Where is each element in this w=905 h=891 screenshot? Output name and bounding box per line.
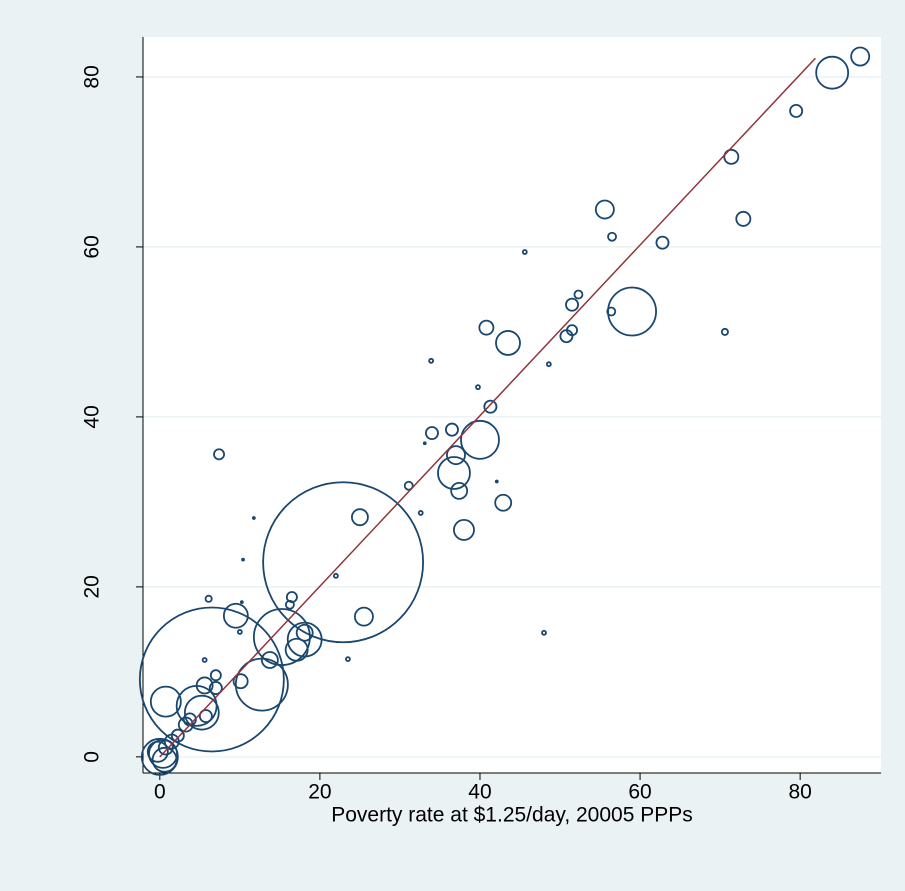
bubble [260,651,279,669]
bubble [565,297,579,312]
bubble [607,231,617,242]
bubble [494,479,499,484]
bubble [720,327,729,336]
bubble [422,441,427,446]
bubble [475,384,481,391]
bubble [208,681,223,695]
bubble [333,572,339,579]
bubble [450,481,469,500]
bubble [146,740,169,763]
bubble [183,694,220,731]
bubble [545,361,552,368]
bubble [204,594,213,603]
y-tick-label: 40 [81,405,104,428]
bubble [735,210,752,227]
x-tick-label: 0 [154,781,166,804]
bubble [437,456,471,490]
bubble [521,249,528,255]
x-tick-label: 40 [468,781,491,804]
bubble [170,728,185,743]
bubble [345,656,351,663]
bubble [163,733,180,750]
bubble [177,716,194,733]
bubble [138,606,285,753]
y-tick-label: 80 [81,65,104,88]
bubble [494,493,513,512]
bubble [541,629,547,636]
y-tick-label: 20 [81,575,104,598]
bubble [655,235,670,250]
x-axis-title: Poverty rate at $1.25/day, 20005 PPPs [331,804,693,827]
plot-area [143,37,881,773]
bubble [417,510,424,516]
bubble [284,637,309,662]
bubble [723,148,740,165]
bubble [209,669,222,682]
bubble [140,737,179,776]
bubble [198,709,213,724]
bubble [236,629,243,635]
bubble [606,306,617,317]
bubble [453,518,475,541]
bubble [428,357,435,364]
bubble [353,606,374,627]
bubble [232,673,249,690]
x-tick-label: 60 [628,781,651,804]
y-tick-label: 60 [81,235,104,258]
bubble [234,657,289,712]
bubble [284,599,295,610]
bubble [478,319,495,336]
bubble [295,623,314,642]
bubble [594,199,615,220]
bubble [241,557,245,562]
bubble [222,602,249,629]
y-tick-label: 0 [81,751,104,763]
fit-line [159,57,816,758]
bubble [201,657,208,663]
bubble [446,445,466,466]
bubble [351,508,369,527]
bubble [424,426,439,441]
bubble [815,55,850,90]
bubble [483,399,498,414]
bubble [850,46,871,67]
bubble [195,676,214,695]
x-tick-label: 20 [308,781,331,804]
bubble [789,103,804,118]
bubble [445,422,459,437]
bubble [403,480,414,491]
bubble [213,448,226,461]
bubble [573,289,584,300]
bubble [262,481,425,644]
bubble [285,591,298,604]
bubble [460,419,500,460]
bubble [495,330,521,356]
bubble [559,329,574,344]
bubble [251,516,256,520]
bubble [239,600,244,605]
x-tick-label: 80 [788,781,811,804]
bubble [149,685,182,718]
